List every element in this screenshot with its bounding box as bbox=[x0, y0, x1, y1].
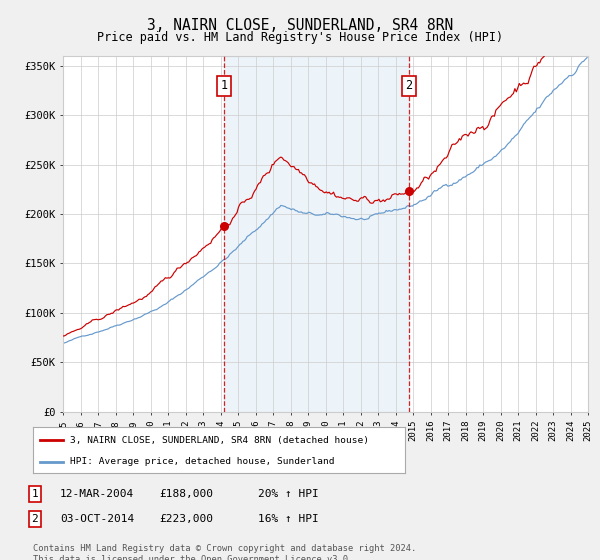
Text: 16% ↑ HPI: 16% ↑ HPI bbox=[258, 514, 319, 524]
Text: 1: 1 bbox=[220, 79, 227, 92]
Text: 2: 2 bbox=[31, 514, 38, 524]
Text: 3, NAIRN CLOSE, SUNDERLAND, SR4 8RN (detached house): 3, NAIRN CLOSE, SUNDERLAND, SR4 8RN (det… bbox=[70, 436, 369, 445]
Text: £188,000: £188,000 bbox=[159, 489, 213, 499]
Bar bbox=[224, 56, 409, 412]
Text: 12-MAR-2004: 12-MAR-2004 bbox=[60, 489, 134, 499]
Text: Price paid vs. HM Land Registry's House Price Index (HPI): Price paid vs. HM Land Registry's House … bbox=[97, 31, 503, 44]
Text: 1: 1 bbox=[31, 489, 38, 499]
Text: 2: 2 bbox=[405, 79, 412, 92]
Text: 03-OCT-2014: 03-OCT-2014 bbox=[60, 514, 134, 524]
Text: Contains HM Land Registry data © Crown copyright and database right 2024.
This d: Contains HM Land Registry data © Crown c… bbox=[33, 544, 416, 560]
Text: £223,000: £223,000 bbox=[159, 514, 213, 524]
Text: 20% ↑ HPI: 20% ↑ HPI bbox=[258, 489, 319, 499]
Text: 3, NAIRN CLOSE, SUNDERLAND, SR4 8RN: 3, NAIRN CLOSE, SUNDERLAND, SR4 8RN bbox=[147, 18, 453, 33]
Text: HPI: Average price, detached house, Sunderland: HPI: Average price, detached house, Sund… bbox=[70, 457, 335, 466]
